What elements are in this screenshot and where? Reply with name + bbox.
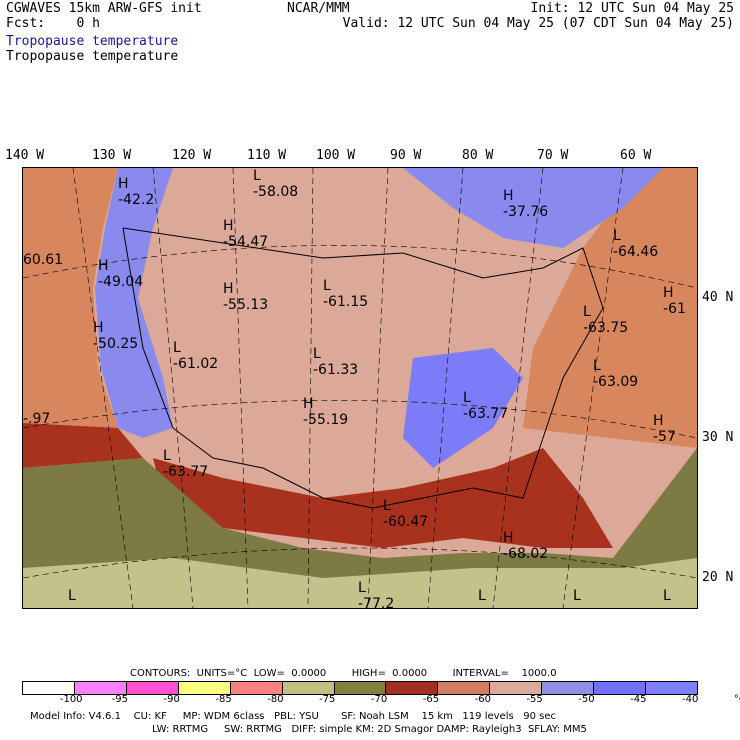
- legend-label: -75: [319, 694, 336, 705]
- map-label-l7: L -63.09: [593, 358, 639, 390]
- map-label-h6: H -61: [663, 285, 686, 317]
- map-label-l9: L -63.77: [163, 448, 209, 480]
- map-label-h5: H -55.13: [223, 281, 269, 313]
- map-label-l12: L -77.2: [358, 580, 395, 609]
- lon-label-140w: 140 W: [5, 148, 45, 163]
- legend-label: -40: [682, 694, 699, 705]
- lon-label-130w: 130 W: [92, 148, 132, 163]
- map-label-h8: H -55.19: [303, 396, 349, 428]
- color-legend: [22, 681, 698, 695]
- map-label-l15: L: [663, 588, 671, 604]
- lat-label-20n: 20 N: [702, 570, 734, 585]
- map-label-l10: L -60.47: [383, 498, 429, 530]
- field-title-1: Tropopause temperature: [6, 34, 179, 49]
- legend-swatch-3: [178, 682, 231, 694]
- legend-label: -100: [59, 694, 83, 705]
- legend-label: -80: [267, 694, 284, 705]
- map-label-h3: H -54.47: [223, 218, 269, 250]
- map-label-h7: H -50.25: [93, 320, 139, 352]
- legend-swatch-6: [334, 682, 387, 694]
- model-info-line1: Model Info: V4.6.1 CU: KF MP: WDM 6class…: [30, 711, 556, 722]
- lon-label-60w: 60 W: [620, 148, 652, 163]
- legend-swatch-11: [594, 682, 647, 694]
- legend-swatch-10: [542, 682, 595, 694]
- map-label-l2: L -61.15: [323, 278, 369, 310]
- map-label-l4: L -61.02: [173, 340, 219, 372]
- map-label-l5: L -61.33: [313, 346, 359, 378]
- legend-label: -85: [215, 694, 232, 705]
- legend-label: -65: [422, 694, 440, 705]
- field-title-2: Tropopause temperature: [6, 49, 179, 64]
- legend-label: -55: [526, 694, 543, 705]
- map-label-l14: L: [573, 588, 581, 604]
- lon-label-110w: 110 W: [247, 148, 287, 163]
- legend-label: -95: [111, 694, 129, 705]
- lon-label-120w: 120 W: [172, 148, 212, 163]
- legend-label: -70: [370, 694, 388, 705]
- map-label-h4: H -49.04: [98, 258, 144, 290]
- lat-label-30n: 30 N: [702, 430, 734, 445]
- map-label-h9: H -57: [653, 413, 676, 445]
- contours-line: CONTOURS: UNITS=°C LOW= 0.0000 HIGH= 0.0…: [130, 668, 557, 679]
- legend-swatch-2: [126, 682, 179, 694]
- map-label-l3: L -64.46: [613, 228, 659, 260]
- legend-swatch-8: [438, 682, 491, 694]
- map-label-edge-sw: -.97: [23, 411, 51, 427]
- legend-swatch-4: [230, 682, 283, 694]
- map-label-h2: H -37.76: [503, 188, 549, 220]
- map-label-l6: L -63.75: [583, 304, 629, 336]
- legend-swatch-9: [490, 682, 543, 694]
- lon-label-80w: 80 W: [462, 148, 494, 163]
- legend-swatch-5: [282, 682, 335, 694]
- model-info-line2: LW: RRTMG SW: RRTMG DIFF: simple KM: 2D …: [152, 724, 587, 735]
- lon-label-70w: 70 W: [537, 148, 569, 163]
- map-label-h10: H -68.02: [503, 530, 549, 562]
- map-shading: [23, 168, 697, 608]
- forecast-hour: Fcst: 0 h: [6, 16, 100, 31]
- legend-label: -60: [474, 694, 491, 705]
- legend-label: -45: [630, 694, 647, 705]
- lon-label-90w: 90 W: [390, 148, 422, 163]
- map-label-l13: L: [478, 588, 486, 604]
- center-label: NCAR/MMM: [287, 1, 350, 16]
- valid-time: Valid: 12 UTC Sun 04 May 25 (07 CDT Sun …: [342, 16, 734, 31]
- tropopause-temperature-map: H -42.2 L -58.08 H -37.76 H -54.47 60.61 H -4…: [22, 167, 698, 609]
- legend-label: °C: [733, 694, 740, 705]
- init-time: Init: 12 UTC Sun 04 May 25: [530, 1, 735, 16]
- map-label-l1: L -58.08: [253, 168, 299, 200]
- model-title: CGWAVES 15km ARW-GFS init: [6, 1, 202, 16]
- lon-label-100w: 100 W: [316, 148, 356, 163]
- map-label-l8: L -63.77: [463, 390, 509, 422]
- legend-swatch-12: [646, 682, 697, 694]
- map-label-h1: H -42.2: [118, 176, 155, 208]
- lat-label-40n: 40 N: [702, 290, 734, 305]
- legend-swatch-0: [23, 682, 75, 694]
- map-label-edge-west: 60.61: [23, 252, 64, 268]
- legend-label: -90: [163, 694, 180, 705]
- map-label-l11: L: [68, 588, 76, 604]
- legend-swatch-7: [386, 682, 439, 694]
- legend-label: -50: [578, 694, 595, 705]
- legend-swatch-1: [74, 682, 127, 694]
